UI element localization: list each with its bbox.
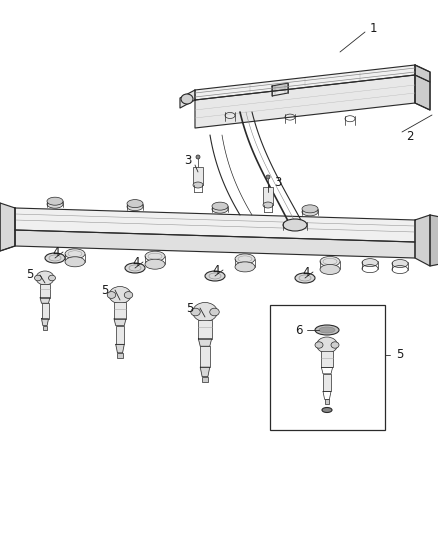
Polygon shape (195, 65, 415, 100)
Bar (40, 284, 50, 297)
Ellipse shape (205, 271, 225, 281)
Polygon shape (42, 319, 49, 326)
Bar (304, 339, 316, 356)
Ellipse shape (283, 219, 307, 231)
Polygon shape (198, 338, 212, 346)
Polygon shape (116, 344, 124, 353)
Ellipse shape (322, 408, 332, 413)
Bar (321, 351, 332, 367)
Text: 4: 4 (302, 265, 310, 279)
Text: 5: 5 (26, 269, 34, 281)
Text: 3: 3 (274, 176, 282, 190)
Text: 4: 4 (212, 263, 220, 277)
Ellipse shape (125, 263, 145, 273)
Polygon shape (200, 367, 210, 377)
Polygon shape (272, 83, 288, 96)
Bar (325, 399, 329, 404)
Text: 6: 6 (295, 324, 303, 336)
Ellipse shape (107, 292, 116, 298)
Ellipse shape (331, 342, 339, 348)
Ellipse shape (392, 260, 408, 268)
Ellipse shape (109, 287, 131, 303)
Polygon shape (15, 230, 415, 258)
Bar (306, 362, 314, 381)
Bar (116, 326, 124, 344)
Ellipse shape (266, 175, 270, 179)
Bar (200, 346, 210, 367)
Ellipse shape (145, 259, 165, 269)
Polygon shape (195, 75, 415, 128)
Bar (323, 374, 331, 391)
Polygon shape (40, 297, 50, 303)
Bar (198, 320, 212, 338)
Ellipse shape (210, 308, 219, 316)
Text: 5: 5 (101, 284, 109, 296)
Ellipse shape (193, 303, 217, 321)
Ellipse shape (320, 256, 340, 266)
Ellipse shape (65, 249, 85, 259)
Polygon shape (415, 65, 430, 110)
Polygon shape (415, 65, 430, 82)
Text: 4: 4 (132, 255, 140, 269)
Ellipse shape (314, 329, 323, 335)
Ellipse shape (47, 197, 63, 205)
Ellipse shape (193, 182, 203, 188)
Text: 3: 3 (184, 154, 192, 166)
Text: 5: 5 (396, 349, 404, 361)
Bar (263, 187, 273, 205)
Ellipse shape (45, 253, 65, 263)
Bar (42, 303, 49, 319)
Ellipse shape (302, 208, 318, 216)
Polygon shape (415, 215, 430, 266)
Bar (270, 305, 385, 430)
Ellipse shape (36, 271, 54, 285)
Ellipse shape (297, 329, 306, 335)
Polygon shape (321, 367, 332, 374)
Ellipse shape (315, 342, 323, 348)
Ellipse shape (65, 257, 85, 267)
Polygon shape (15, 208, 415, 242)
Ellipse shape (124, 292, 133, 298)
Bar (193, 167, 203, 185)
Ellipse shape (317, 337, 337, 353)
Ellipse shape (302, 205, 318, 213)
Ellipse shape (212, 205, 228, 213)
Ellipse shape (35, 275, 42, 281)
Ellipse shape (235, 262, 255, 272)
Text: 1: 1 (369, 21, 377, 35)
Polygon shape (430, 215, 438, 266)
Bar (202, 377, 208, 382)
Polygon shape (323, 391, 331, 399)
Ellipse shape (362, 259, 378, 266)
Ellipse shape (295, 273, 315, 283)
Ellipse shape (319, 327, 335, 333)
Polygon shape (0, 203, 15, 251)
Ellipse shape (196, 155, 200, 159)
Ellipse shape (181, 94, 193, 104)
Ellipse shape (47, 200, 63, 208)
Text: 5: 5 (186, 302, 194, 314)
Bar (117, 353, 123, 358)
Ellipse shape (320, 264, 340, 274)
Ellipse shape (145, 251, 165, 261)
Bar (307, 390, 313, 395)
Ellipse shape (49, 275, 56, 281)
Ellipse shape (127, 199, 143, 207)
Polygon shape (306, 381, 314, 390)
Bar (114, 302, 126, 319)
Ellipse shape (235, 254, 255, 264)
Ellipse shape (263, 202, 273, 208)
Ellipse shape (191, 308, 200, 316)
Text: 2: 2 (406, 130, 414, 142)
Polygon shape (304, 356, 316, 362)
Polygon shape (114, 319, 126, 326)
Ellipse shape (299, 324, 321, 341)
Polygon shape (180, 90, 195, 108)
Ellipse shape (212, 202, 228, 210)
Bar (43, 326, 47, 330)
Ellipse shape (315, 325, 339, 335)
Ellipse shape (127, 203, 143, 211)
Text: 4: 4 (52, 246, 60, 259)
